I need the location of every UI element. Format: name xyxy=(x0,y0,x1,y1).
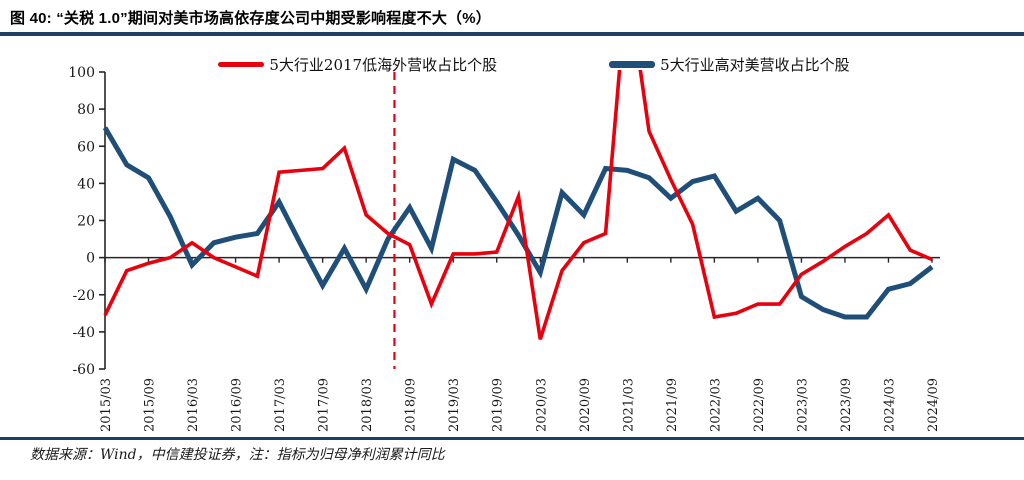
chart-legend: 5大行业2017低海外营收占比个股 5大行业高对美营收占比个股 xyxy=(22,54,1024,75)
legend-swatch-red xyxy=(218,62,265,67)
svg-text:0: 0 xyxy=(86,251,95,267)
legend-swatch-blue xyxy=(609,61,656,68)
legend-label-red-series: 5大行业2017低海外营收占比个股 xyxy=(269,56,498,74)
svg-text:2016/09: 2016/09 xyxy=(230,378,245,432)
svg-text:40: 40 xyxy=(77,176,95,192)
source-note: 数据来源：Wind，中信建投证券，注：指标为归母净利润累计同比 xyxy=(30,447,445,463)
svg-text:2019/03: 2019/03 xyxy=(447,378,462,432)
svg-text:2015/09: 2015/09 xyxy=(143,378,158,432)
svg-text:2022/09: 2022/09 xyxy=(752,378,767,432)
svg-text:2018/09: 2018/09 xyxy=(404,378,419,432)
legend-label-blue-series: 5大行业高对美营收占比个股 xyxy=(660,56,850,74)
svg-text:60: 60 xyxy=(77,139,95,155)
svg-text:2019/09: 2019/09 xyxy=(491,378,506,432)
svg-text:2015/03: 2015/03 xyxy=(99,378,114,432)
svg-text:-60: -60 xyxy=(72,362,95,378)
svg-text:20: 20 xyxy=(77,214,95,230)
svg-text:2018/03: 2018/03 xyxy=(360,378,375,432)
svg-text:2021/09: 2021/09 xyxy=(665,378,680,432)
legend-item-red-series: 5大行业2017低海外营收占比个股 xyxy=(218,54,497,75)
svg-text:2016/03: 2016/03 xyxy=(186,378,201,432)
svg-text:80: 80 xyxy=(77,102,95,118)
footer-rule xyxy=(0,437,1024,440)
svg-text:-20: -20 xyxy=(72,288,95,304)
svg-text:2024/03: 2024/03 xyxy=(882,378,897,432)
svg-text:2020/09: 2020/09 xyxy=(578,378,593,432)
svg-text:2017/09: 2017/09 xyxy=(317,378,332,432)
svg-text:2020/03: 2020/03 xyxy=(534,378,549,432)
svg-text:2021/03: 2021/03 xyxy=(621,378,636,432)
svg-text:-40: -40 xyxy=(72,325,95,341)
svg-text:2022/03: 2022/03 xyxy=(708,378,723,432)
line-chart: 100 80 60 40 20 0 -20 -40 -60 2015/03 2015/09 2016/… xyxy=(68,65,941,432)
svg-text:2023/09: 2023/09 xyxy=(839,378,854,432)
svg-text:2023/03: 2023/03 xyxy=(795,378,810,432)
svg-text:100: 100 xyxy=(68,65,95,81)
legend-item-blue-series: 5大行业高对美营收占比个股 xyxy=(609,54,850,75)
figure-title: 图 40: “关税 1.0”期间对美市场高依存度公司中期受影响程度不大（%） xyxy=(10,10,491,27)
svg-text:2024/09: 2024/09 xyxy=(926,378,941,432)
svg-text:2017/03: 2017/03 xyxy=(273,378,288,432)
title-underline-rule xyxy=(0,32,1024,36)
